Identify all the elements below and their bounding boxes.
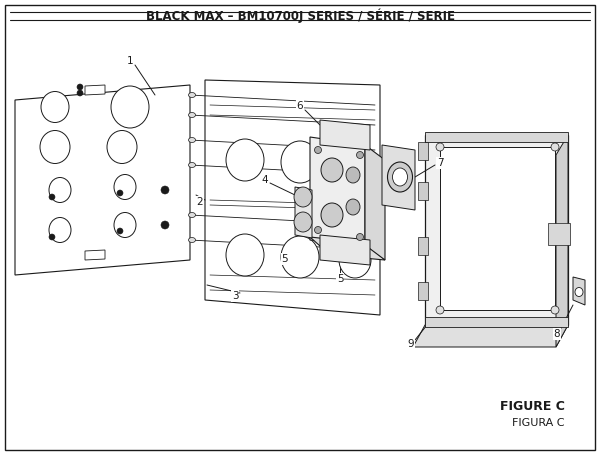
Ellipse shape bbox=[111, 86, 149, 128]
Ellipse shape bbox=[40, 131, 70, 163]
Ellipse shape bbox=[188, 112, 196, 117]
Ellipse shape bbox=[346, 167, 360, 183]
Ellipse shape bbox=[188, 137, 196, 142]
Text: FIGURA C: FIGURA C bbox=[512, 418, 565, 428]
Ellipse shape bbox=[49, 194, 55, 200]
Text: 7: 7 bbox=[437, 158, 443, 168]
Ellipse shape bbox=[356, 152, 364, 158]
Ellipse shape bbox=[117, 228, 123, 234]
Ellipse shape bbox=[77, 84, 83, 90]
Ellipse shape bbox=[226, 234, 264, 276]
Polygon shape bbox=[295, 187, 312, 238]
Polygon shape bbox=[205, 80, 380, 315]
Bar bbox=[548, 223, 570, 245]
Text: 3: 3 bbox=[232, 291, 238, 301]
Ellipse shape bbox=[339, 147, 371, 183]
Polygon shape bbox=[425, 317, 568, 327]
Polygon shape bbox=[425, 135, 568, 325]
Ellipse shape bbox=[114, 212, 136, 238]
Ellipse shape bbox=[356, 233, 364, 241]
Ellipse shape bbox=[294, 212, 312, 232]
Text: 9: 9 bbox=[407, 339, 415, 349]
Ellipse shape bbox=[314, 227, 322, 233]
Ellipse shape bbox=[551, 306, 559, 314]
Ellipse shape bbox=[388, 162, 413, 192]
Ellipse shape bbox=[436, 306, 444, 314]
Ellipse shape bbox=[321, 158, 343, 182]
Bar bbox=[418, 237, 428, 255]
Ellipse shape bbox=[188, 212, 196, 217]
Ellipse shape bbox=[392, 168, 407, 186]
Text: 8: 8 bbox=[554, 329, 560, 339]
Ellipse shape bbox=[314, 147, 322, 153]
Ellipse shape bbox=[321, 203, 343, 227]
Polygon shape bbox=[556, 135, 568, 347]
Polygon shape bbox=[365, 145, 385, 260]
Ellipse shape bbox=[107, 131, 137, 163]
Ellipse shape bbox=[49, 177, 71, 202]
Polygon shape bbox=[573, 277, 585, 305]
Polygon shape bbox=[425, 132, 568, 142]
Ellipse shape bbox=[294, 187, 312, 207]
Ellipse shape bbox=[161, 186, 169, 194]
Ellipse shape bbox=[436, 143, 444, 151]
Ellipse shape bbox=[226, 139, 264, 181]
Ellipse shape bbox=[281, 141, 319, 183]
Text: 6: 6 bbox=[296, 101, 304, 111]
Polygon shape bbox=[310, 237, 385, 260]
Text: 1: 1 bbox=[127, 56, 133, 66]
Polygon shape bbox=[15, 85, 190, 275]
Ellipse shape bbox=[188, 238, 196, 243]
Ellipse shape bbox=[281, 236, 319, 278]
Polygon shape bbox=[413, 325, 568, 347]
Ellipse shape bbox=[114, 175, 136, 199]
Ellipse shape bbox=[346, 199, 360, 215]
Bar bbox=[418, 282, 428, 300]
Ellipse shape bbox=[161, 221, 169, 229]
Ellipse shape bbox=[551, 143, 559, 151]
Ellipse shape bbox=[49, 217, 71, 243]
Polygon shape bbox=[320, 235, 370, 265]
Ellipse shape bbox=[188, 162, 196, 167]
Text: BLACK MAX – BM10700J SERIES / SÉRIE / SERIE: BLACK MAX – BM10700J SERIES / SÉRIE / SE… bbox=[146, 9, 455, 23]
Ellipse shape bbox=[117, 190, 123, 196]
Polygon shape bbox=[382, 145, 415, 210]
Text: 2: 2 bbox=[197, 197, 203, 207]
Text: 5: 5 bbox=[281, 254, 289, 264]
Bar bbox=[418, 142, 428, 160]
Polygon shape bbox=[440, 147, 555, 310]
Ellipse shape bbox=[339, 242, 371, 278]
Polygon shape bbox=[310, 137, 365, 245]
Ellipse shape bbox=[575, 288, 583, 297]
Polygon shape bbox=[85, 85, 105, 95]
Text: 4: 4 bbox=[262, 175, 268, 185]
Ellipse shape bbox=[41, 91, 69, 122]
Ellipse shape bbox=[77, 90, 83, 96]
Text: 5: 5 bbox=[337, 274, 343, 284]
Ellipse shape bbox=[49, 234, 55, 240]
Bar bbox=[418, 182, 428, 200]
Ellipse shape bbox=[188, 92, 196, 97]
Text: FIGURE C: FIGURE C bbox=[500, 400, 565, 414]
Polygon shape bbox=[85, 250, 105, 260]
Polygon shape bbox=[320, 120, 370, 150]
